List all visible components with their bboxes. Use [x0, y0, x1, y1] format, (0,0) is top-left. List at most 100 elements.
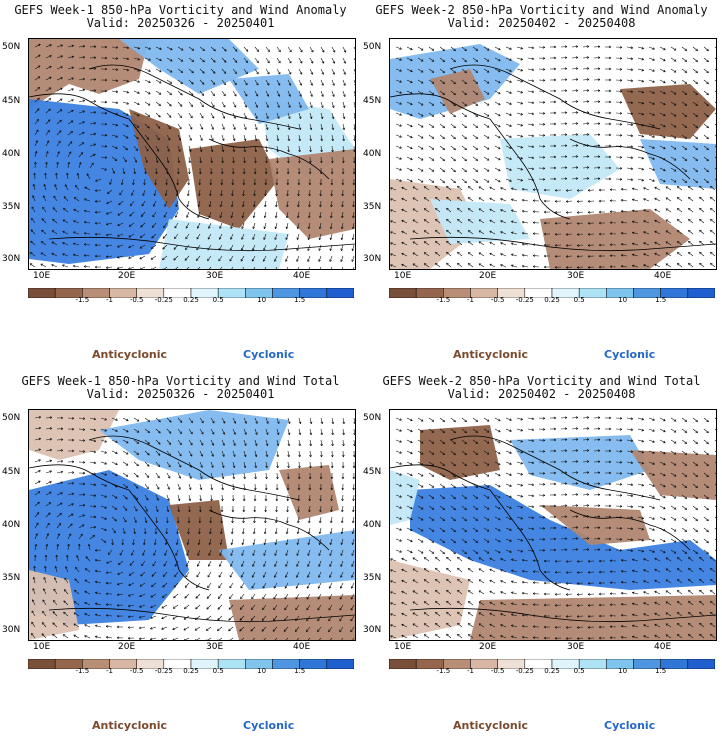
lat-label: 35N [363, 573, 382, 583]
vorticity-region [430, 69, 485, 114]
panel-title: GEFS Week-2 850-hPa Vorticity and Wind T… [382, 374, 701, 388]
panel-valid-dates: Valid: 20250326 - 20250401 [86, 387, 275, 401]
vorticity-region [119, 39, 259, 94]
coastline [569, 138, 691, 180]
colorbar-tick-label: 1.5 [294, 296, 306, 304]
vorticity-region [169, 500, 229, 560]
colorbar-tick-label: 0.25 [183, 296, 199, 304]
colorbar-swatch [326, 287, 355, 299]
panel-week2-anomaly: GEFS Week-2 850-hPa Vorticity and Wind A… [361, 0, 722, 371]
vorticity-region [229, 74, 309, 124]
lat-label: 50N [363, 413, 382, 423]
lat-label: 30N [2, 254, 21, 264]
vorticity-map [389, 38, 717, 270]
colorbar-tick-label: 0.5 [212, 667, 224, 675]
vorticity-region [99, 410, 289, 480]
colorbar [388, 654, 716, 670]
wind-vectors [390, 416, 716, 640]
lon-label: 40E [293, 642, 311, 652]
colorbar-tick-label: 1.5 [655, 667, 667, 675]
vorticity-region [269, 149, 355, 239]
colorbar-tick-label: 0.25 [183, 667, 199, 675]
vorticity-map [28, 409, 356, 641]
lon-label: 10E [394, 271, 412, 281]
coastline [48, 607, 355, 623]
lon-label: 10E [33, 271, 51, 281]
lon-label: 30E [567, 642, 585, 652]
panel-week1-anomaly: GEFS Week-1 850-hPa Vorticity and Wind A… [0, 0, 361, 371]
cyclonic-label: Cyclonic [243, 719, 295, 732]
colorbar-tick-label: -0.25 [154, 667, 173, 675]
colorbar-swatch [388, 658, 417, 670]
lat-label: 45N [2, 96, 21, 106]
vorticity-region [640, 139, 716, 189]
colorbar-tick-label: -0.25 [154, 296, 173, 304]
map-canvas [29, 39, 355, 269]
vorticity-region [420, 425, 500, 480]
cyclonic-label: Cyclonic [243, 348, 295, 361]
colorbar-tick-label: -1.5 [75, 296, 90, 304]
colorbar-unit-label: 10 [618, 296, 628, 304]
vorticity-region [470, 595, 716, 640]
lat-label: 45N [2, 467, 21, 477]
anticyclonic-label: Anticyclonic [453, 719, 529, 732]
coastline [409, 236, 716, 252]
anticyclonic-label: Anticyclonic [92, 348, 168, 361]
lat-label: 50N [2, 42, 21, 52]
panel-valid-dates: Valid: 20250326 - 20250401 [86, 16, 275, 30]
lon-label: 30E [206, 271, 224, 281]
colorbar-swatch [687, 287, 716, 299]
wind-vectors [390, 45, 716, 269]
vorticity-map [28, 38, 356, 270]
vorticity-region [390, 560, 470, 640]
colorbar-tick-label: 0.5 [212, 296, 224, 304]
colorbar-tick-label: 0.25 [544, 667, 560, 675]
colorbar [388, 283, 716, 299]
vorticity-region [500, 134, 620, 199]
map-canvas [390, 39, 716, 269]
coastline [449, 64, 661, 130]
colorbar-unit-label: 10 [257, 296, 267, 304]
vorticity-map [389, 409, 717, 641]
lon-label: 40E [654, 271, 672, 281]
vorticity-region [29, 570, 79, 640]
colorbar-tick-label: -1 [467, 667, 474, 675]
vorticity-region [390, 470, 420, 525]
colorbar-tick-label: 0.5 [573, 296, 585, 304]
colorbar-tick-label: -1 [106, 667, 113, 675]
lon-label: 40E [654, 642, 672, 652]
colorbar-tick-label: -0.5 [129, 296, 144, 304]
lat-label: 45N [363, 96, 382, 106]
lat-label: 30N [2, 625, 21, 635]
vorticity-region [29, 410, 119, 460]
lat-label: 35N [2, 573, 21, 583]
colorbar-unit-label: 10 [257, 667, 267, 675]
vorticity-region [219, 530, 355, 590]
lat-label: 45N [363, 467, 382, 477]
colorbar-tick-label: -1 [106, 296, 113, 304]
lon-label: 10E [33, 642, 51, 652]
coastline [390, 93, 571, 220]
lon-label: 20E [118, 642, 136, 652]
lat-label: 40N [2, 149, 21, 159]
lon-label: 40E [293, 271, 311, 281]
colorbar-swatch [388, 287, 417, 299]
lat-label: 40N [363, 520, 382, 530]
map-canvas [29, 410, 355, 640]
lon-label: 30E [567, 271, 585, 281]
vorticity-region [279, 465, 339, 520]
lat-label: 30N [363, 254, 382, 264]
colorbar-tick-label: 0.25 [544, 296, 560, 304]
coastline [569, 509, 691, 551]
lon-label: 30E [206, 642, 224, 652]
lat-label: 50N [363, 42, 382, 52]
anticyclonic-label: Anticyclonic [453, 348, 529, 361]
vorticity-region [29, 39, 149, 109]
lon-label: 20E [118, 271, 136, 281]
coastline [449, 435, 661, 501]
coastline [48, 236, 355, 252]
panel-title: GEFS Week-1 850-hPa Vorticity and Wind A… [14, 3, 347, 17]
coastline [88, 435, 300, 501]
colorbar-tick-label: -0.25 [515, 296, 534, 304]
colorbar-swatch [687, 658, 716, 670]
